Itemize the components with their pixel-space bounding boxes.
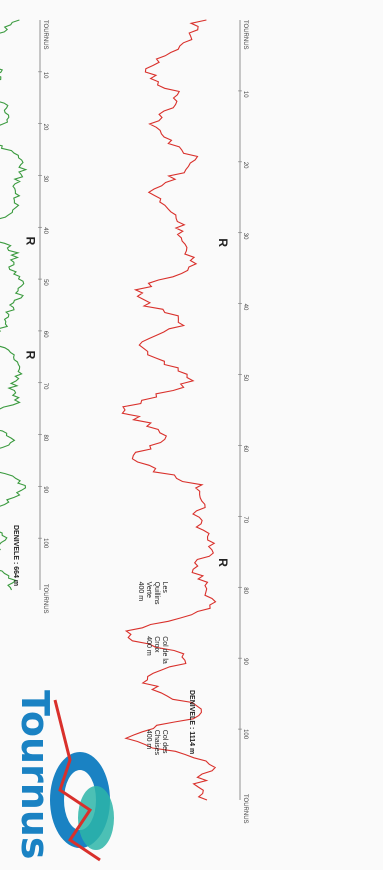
denivele-label: DENIVELE : 1114 m [188,690,195,754]
pass-label: 400 m [145,636,152,656]
red-profile: 10 20 30 40 50 60 70 80 90 100 TOURNUS TOURNUS R R Les… [121,19,248,824]
tick-label: 70 [42,383,48,390]
tick-label: 30 [242,233,248,240]
elevation-line [121,19,217,801]
pass-label: Les [161,582,168,594]
pass-label: Croix [153,636,160,653]
tick-label: 60 [42,331,48,338]
tick-label: 30 [42,175,48,182]
refuel-marker: R [216,558,230,567]
elevation-line [0,19,28,591]
start-label: TOURNUS [42,20,48,50]
pass-label: Col de la [161,636,168,664]
tick-label: 40 [42,227,48,234]
start-label: TOURNUS [242,20,248,50]
tick-label: 20 [242,162,248,169]
tick-label: 60 [242,445,248,452]
refuel-marker: R [24,237,38,246]
tick-label: 40 [242,304,248,311]
tick-label: 100 [42,538,48,549]
logo-profile [53,699,101,862]
tick-label: 80 [242,587,248,594]
logo-wave [78,786,114,850]
pass-label: Col des [161,730,168,754]
refuel-marker: R [24,351,38,360]
tick-label: 50 [242,375,248,382]
end-label: TOURNUS [42,584,48,614]
green-profile: 102030405060708090100TOURNUSTOURNUSRRLes… [0,19,48,614]
end-label: TOURNUS [242,794,248,824]
tick-label: 80 [42,435,48,442]
tick-label: 70 [242,516,248,523]
tick-label: 20 [42,124,48,131]
tick-label: 90 [242,658,248,665]
denivele-label: DENIVELE : 664 m [12,525,19,586]
pass-label: Chaises [153,730,160,756]
refuel-marker: R [216,238,230,247]
tick-label: 100 [242,729,248,740]
brand-name: Tournus [13,690,57,860]
tick-label: 90 [42,486,48,493]
tick-label: 50 [42,279,48,286]
pass-label: 400 m [145,730,152,750]
pass-label: 400 m [137,582,144,602]
pass-label: Quillins [153,582,160,605]
tournus-logo: Tournus [13,690,114,862]
tick-label: 10 [242,91,248,98]
pass-label: Verte [145,582,152,598]
tick-label: 10 [42,72,48,79]
